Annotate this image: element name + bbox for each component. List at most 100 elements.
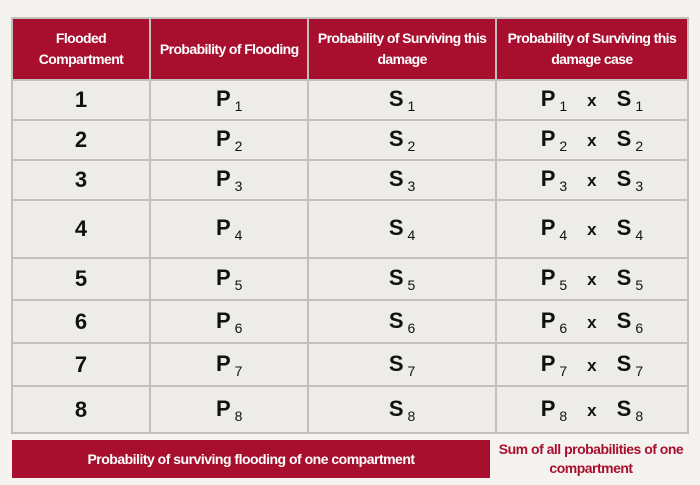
subscript: 4 bbox=[407, 227, 416, 243]
s-symbol: S bbox=[388, 166, 404, 191]
column-header: Flooded Compartment bbox=[13, 19, 150, 79]
subscript: 6 bbox=[635, 319, 644, 336]
subscript: 8 bbox=[635, 407, 644, 424]
s-symbol: S bbox=[616, 265, 632, 290]
p-symbol: P bbox=[215, 166, 231, 191]
p-symbol: P bbox=[540, 86, 556, 111]
multiply-sign: x bbox=[587, 171, 597, 190]
s-symbol: S bbox=[616, 350, 632, 376]
column-header: Probability of Surviving this damage cas… bbox=[496, 19, 687, 79]
subscript: 5 bbox=[635, 277, 644, 293]
s-symbol: S bbox=[388, 86, 404, 111]
s-symbol: S bbox=[616, 215, 632, 240]
subscript: 1 bbox=[234, 98, 243, 114]
subscript: 2 bbox=[234, 138, 243, 154]
p-symbol: P bbox=[540, 265, 556, 290]
subscript: 3 bbox=[559, 178, 568, 194]
subscript: 3 bbox=[234, 178, 243, 194]
subscript: 4 bbox=[234, 227, 243, 243]
subscript: 7 bbox=[407, 362, 416, 379]
subscript: 4 bbox=[635, 227, 644, 243]
footer-sum-note: Sum of all probabilities of one compartm… bbox=[498, 441, 684, 476]
subscript: 1 bbox=[635, 98, 644, 114]
subscript: 1 bbox=[407, 98, 416, 114]
subscript: 5 bbox=[234, 277, 243, 293]
s-symbol: S bbox=[616, 395, 632, 421]
column-header: Probability of Surviving this damage bbox=[309, 19, 495, 79]
subscript: 2 bbox=[407, 138, 416, 154]
subscript: 6 bbox=[234, 319, 243, 336]
p-symbol: P bbox=[540, 350, 556, 376]
column-header: Probability of Flooding bbox=[151, 19, 308, 79]
subscript: 6 bbox=[559, 319, 568, 336]
p-symbol: P bbox=[540, 215, 556, 240]
multiply-sign: x bbox=[587, 91, 597, 110]
p-symbol: P bbox=[540, 126, 556, 151]
subscript: 2 bbox=[559, 138, 568, 154]
s-symbol: S bbox=[388, 215, 404, 240]
compartment-number: 2 bbox=[13, 121, 150, 159]
compartment-number: 7 bbox=[13, 344, 150, 385]
multiply-sign: x bbox=[587, 400, 597, 420]
subscript: 8 bbox=[559, 407, 568, 424]
s-symbol: S bbox=[616, 166, 632, 191]
compartment-number: 5 bbox=[13, 259, 150, 299]
subscript: 5 bbox=[407, 277, 416, 293]
s-symbol: S bbox=[388, 265, 404, 290]
compartment-number: 3 bbox=[13, 161, 150, 199]
subscript: 2 bbox=[635, 138, 644, 154]
subscript: 4 bbox=[559, 227, 568, 243]
s-symbol: S bbox=[388, 307, 404, 333]
s-symbol: S bbox=[616, 86, 632, 111]
s-symbol: S bbox=[616, 126, 632, 151]
s-symbol: S bbox=[388, 350, 404, 376]
subscript: 7 bbox=[559, 362, 568, 379]
p-symbol: P bbox=[215, 126, 231, 151]
subscript: 1 bbox=[559, 98, 568, 114]
p-symbol: P bbox=[215, 265, 231, 290]
p-symbol: P bbox=[215, 350, 231, 376]
p-symbol: P bbox=[215, 395, 231, 421]
multiply-sign: x bbox=[587, 270, 597, 289]
multiply-sign: x bbox=[587, 131, 597, 150]
s-symbol: S bbox=[388, 126, 404, 151]
subscript: 8 bbox=[407, 407, 416, 424]
multiply-sign: x bbox=[587, 312, 597, 332]
multiply-sign: x bbox=[587, 220, 597, 239]
subscript: 3 bbox=[635, 178, 644, 194]
s-symbol: S bbox=[388, 395, 404, 421]
subscript: 5 bbox=[559, 277, 568, 293]
subscript: 8 bbox=[234, 407, 243, 424]
s-symbol: S bbox=[616, 307, 632, 333]
compartment-number: 8 bbox=[13, 387, 150, 432]
footer-summary-box: Probability of surviving flooding of one… bbox=[12, 440, 490, 478]
compartment-number: 4 bbox=[13, 201, 150, 257]
subscript: 3 bbox=[407, 178, 416, 194]
multiply-sign: x bbox=[587, 355, 597, 375]
